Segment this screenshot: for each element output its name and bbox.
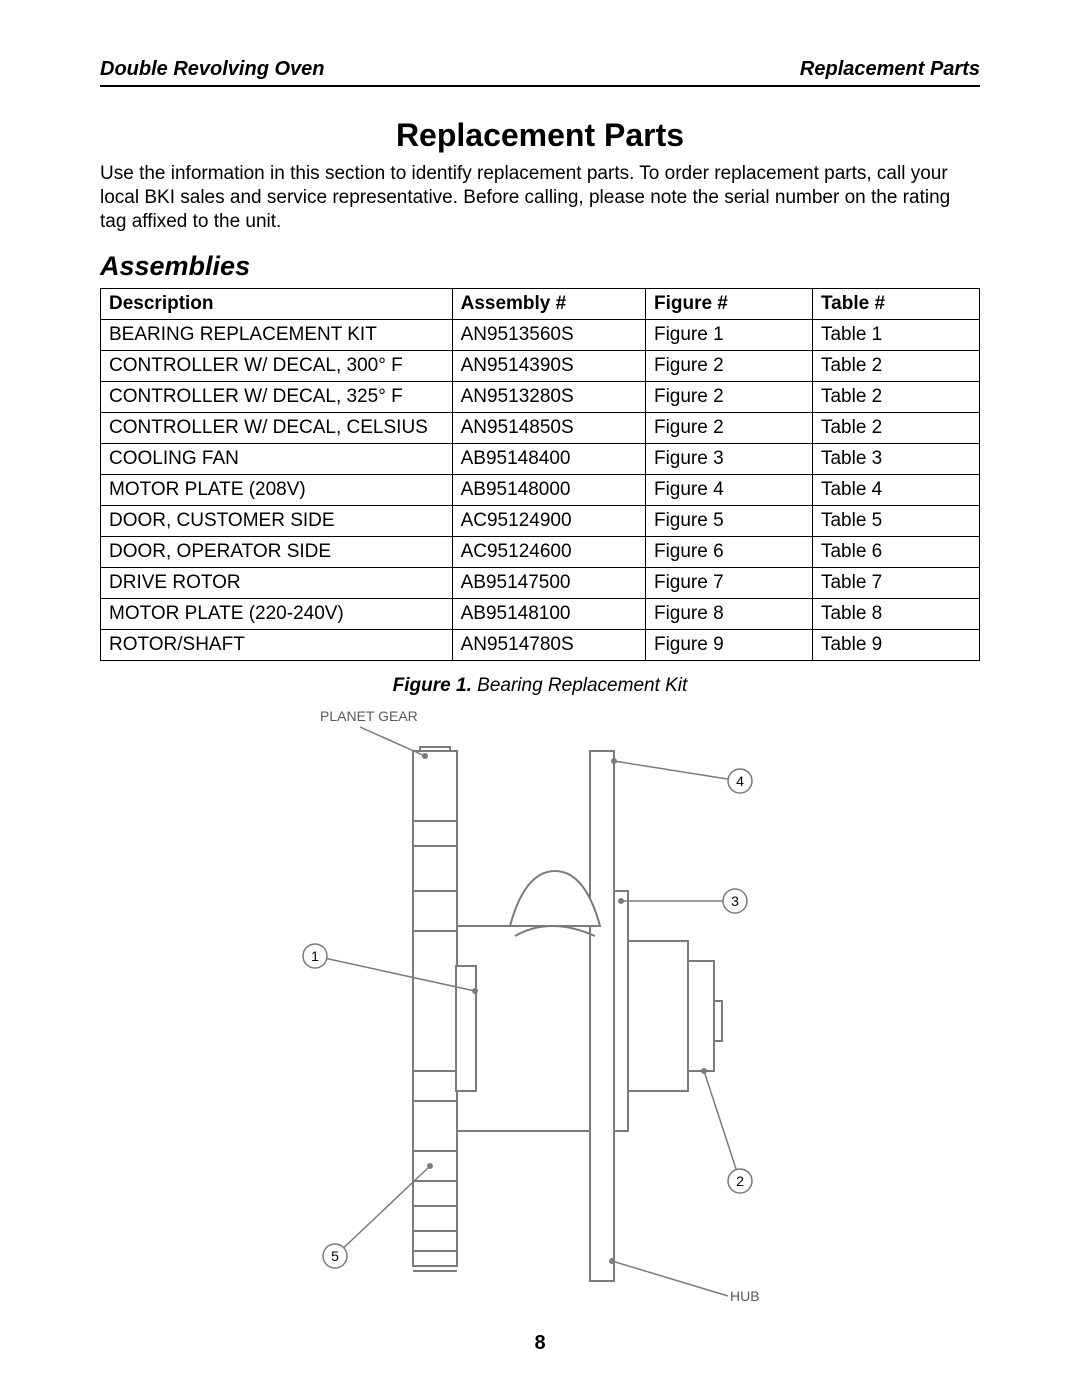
table-cell: Table 5: [812, 506, 979, 537]
label-planet-gear: PLANET GEAR: [320, 708, 418, 724]
table-cell: BEARING REPLACEMENT KIT: [101, 320, 453, 351]
table-row: DOOR, CUSTOMER SIDEAC95124900Figure 5Tab…: [101, 506, 980, 537]
table-row: MOTOR PLATE (208V)AB95148000Figure 4Tabl…: [101, 475, 980, 506]
table-cell: AB95148000: [452, 475, 645, 506]
page-title: Replacement Parts: [100, 117, 980, 154]
col-assembly: Assembly #: [452, 289, 645, 320]
table-cell: Figure 3: [645, 444, 812, 475]
figure-caption: Figure 1. Bearing Replacement Kit: [100, 675, 980, 697]
table-cell: AB95147500: [452, 568, 645, 599]
section-title-assemblies: Assemblies: [100, 251, 980, 282]
header-left: Double Revolving Oven: [100, 58, 324, 81]
table-cell: AN9514390S: [452, 351, 645, 382]
table-cell: AC95124600: [452, 537, 645, 568]
header-rule: [100, 85, 980, 87]
table-cell: Table 1: [812, 320, 979, 351]
table-cell: Table 8: [812, 599, 979, 630]
table-cell: Table 4: [812, 475, 979, 506]
table-cell: Figure 1: [645, 320, 812, 351]
svg-text:1: 1: [311, 948, 319, 964]
table-cell: AB95148100: [452, 599, 645, 630]
table-cell: DOOR, CUSTOMER SIDE: [101, 506, 453, 537]
table-cell: DRIVE ROTOR: [101, 568, 453, 599]
table-cell: Figure 8: [645, 599, 812, 630]
intro-text: Use the information in this section to i…: [100, 162, 980, 233]
table-cell: Table 6: [812, 537, 979, 568]
table-cell: Table 2: [812, 351, 979, 382]
table-cell: Table 3: [812, 444, 979, 475]
svg-text:3: 3: [731, 893, 739, 909]
table-cell: AC95124900: [452, 506, 645, 537]
table-row: ROTOR/SHAFTAN9514780SFigure 9Table 9: [101, 630, 980, 661]
page-number: 8: [0, 1332, 1080, 1355]
table-cell: Figure 7: [645, 568, 812, 599]
table-cell: Table 2: [812, 413, 979, 444]
table-row: DOOR, OPERATOR SIDEAC95124600Figure 6Tab…: [101, 537, 980, 568]
figure-caption-label: Figure 1.: [393, 675, 472, 696]
table-cell: Figure 2: [645, 413, 812, 444]
table-header-row: Description Assembly # Figure # Table #: [101, 289, 980, 320]
table-cell: CONTROLLER W/ DECAL, CELSIUS: [101, 413, 453, 444]
table-cell: Table 9: [812, 630, 979, 661]
figure-caption-text: Bearing Replacement Kit: [477, 675, 687, 696]
table-row: CONTROLLER W/ DECAL, CELSIUSAN9514850SFi…: [101, 413, 980, 444]
header-right: Replacement Parts: [800, 58, 980, 81]
table-cell: Figure 2: [645, 351, 812, 382]
table-row: COOLING FANAB95148400Figure 3Table 3: [101, 444, 980, 475]
col-description: Description: [101, 289, 453, 320]
table-cell: ROTOR/SHAFT: [101, 630, 453, 661]
table-cell: AN9513560S: [452, 320, 645, 351]
bearing-kit-diagram: 1 5 4 3 2 PLANET GEAR HUB: [260, 701, 820, 1321]
table-cell: Figure 4: [645, 475, 812, 506]
table-cell: AB95148400: [452, 444, 645, 475]
table-cell: AN9514850S: [452, 413, 645, 444]
table-cell: Table 2: [812, 382, 979, 413]
svg-text:2: 2: [736, 1173, 744, 1189]
col-table: Table #: [812, 289, 979, 320]
table-cell: Figure 5: [645, 506, 812, 537]
table-cell: Figure 9: [645, 630, 812, 661]
table-cell: AN9514780S: [452, 630, 645, 661]
table-cell: Table 7: [812, 568, 979, 599]
table-row: BEARING REPLACEMENT KITAN9513560SFigure …: [101, 320, 980, 351]
label-hub: HUB: [730, 1288, 760, 1304]
table-cell: DOOR, OPERATOR SIDE: [101, 537, 453, 568]
table-cell: Figure 2: [645, 382, 812, 413]
assemblies-table: Description Assembly # Figure # Table # …: [100, 288, 980, 661]
svg-text:5: 5: [331, 1248, 339, 1264]
table-row: CONTROLLER W/ DECAL, 300° FAN9514390SFig…: [101, 351, 980, 382]
svg-text:4: 4: [736, 773, 744, 789]
col-figure: Figure #: [645, 289, 812, 320]
table-cell: MOTOR PLATE (220-240V): [101, 599, 453, 630]
table-cell: COOLING FAN: [101, 444, 453, 475]
table-row: MOTOR PLATE (220-240V)AB95148100Figure 8…: [101, 599, 980, 630]
table-row: CONTROLLER W/ DECAL, 325° FAN9513280SFig…: [101, 382, 980, 413]
table-cell: AN9513280S: [452, 382, 645, 413]
table-cell: MOTOR PLATE (208V): [101, 475, 453, 506]
table-cell: CONTROLLER W/ DECAL, 300° F: [101, 351, 453, 382]
table-cell: Figure 6: [645, 537, 812, 568]
table-row: DRIVE ROTORAB95147500Figure 7Table 7: [101, 568, 980, 599]
table-cell: CONTROLLER W/ DECAL, 325° F: [101, 382, 453, 413]
